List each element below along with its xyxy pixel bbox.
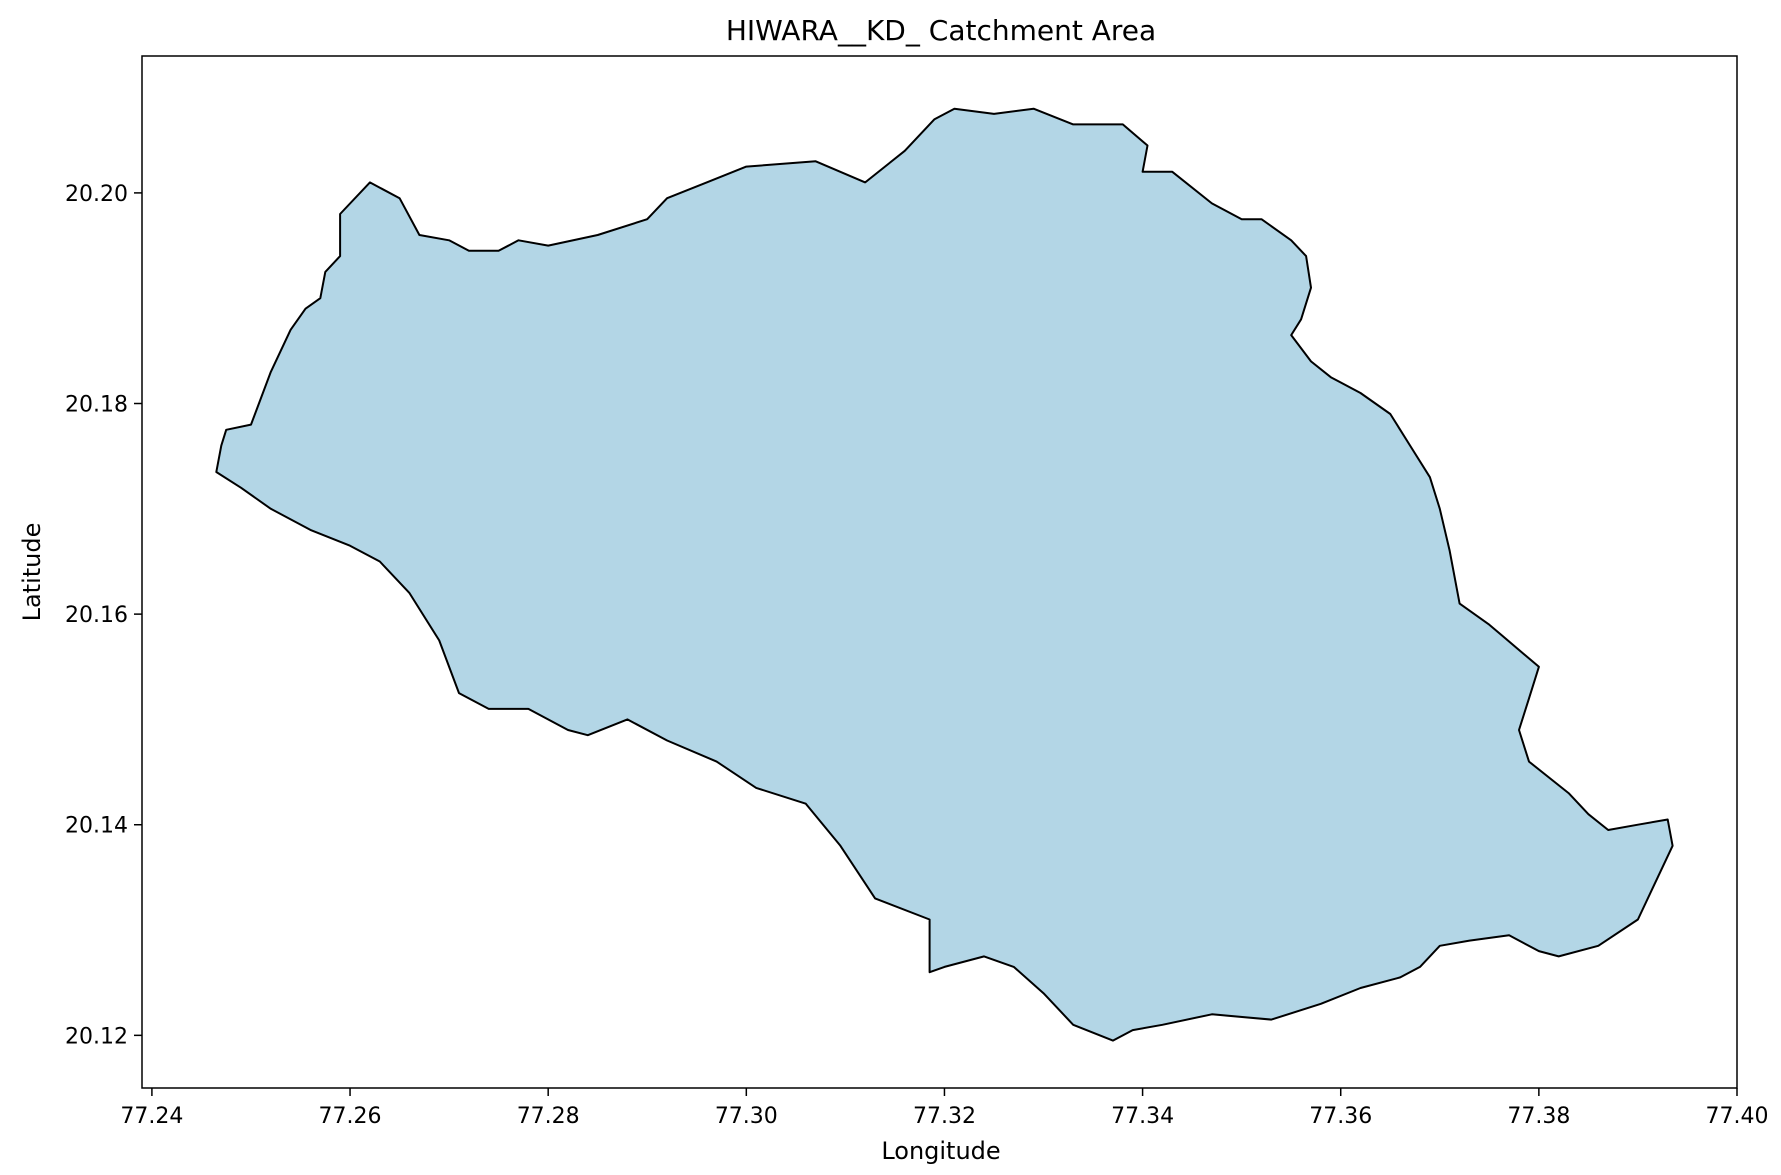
y-tick-label: 20.18	[65, 393, 128, 418]
x-tick-label: 77.24	[120, 1104, 183, 1129]
x-axis-ticks: 77.24 77.26 77.28 77.30 77.32 77.34 77.36 77.38…	[120, 1088, 1768, 1129]
y-tick-label: 20.20	[65, 182, 128, 207]
y-tick-label: 20.14	[65, 814, 128, 839]
y-tick-label: 20.16	[65, 603, 128, 628]
y-axis-ticks: 20.12 20.14 20.16 20.18 20.20	[65, 182, 142, 1049]
catchment-polygon	[215, 107, 1674, 1042]
x-tick-label: 77.38	[1507, 1104, 1570, 1129]
plot-frame	[141, 55, 1738, 1089]
x-tick-label: 77.36	[1309, 1104, 1372, 1129]
y-tick-label: 20.12	[65, 1024, 128, 1049]
plot-area	[141, 55, 1738, 1089]
x-tick-label: 77.30	[715, 1104, 778, 1129]
y-axis-label: Latitude	[18, 523, 46, 622]
x-tick-label: 77.32	[913, 1104, 976, 1129]
x-axis-label: Longitude	[881, 1137, 1000, 1165]
chart-title: HIWARA__KD_ Catchment Area	[726, 14, 1156, 47]
x-tick-label: 77.28	[517, 1104, 580, 1129]
x-tick-label: 77.34	[1111, 1104, 1174, 1129]
x-tick-label: 77.26	[319, 1104, 382, 1129]
x-tick-label: 77.40	[1706, 1104, 1769, 1129]
